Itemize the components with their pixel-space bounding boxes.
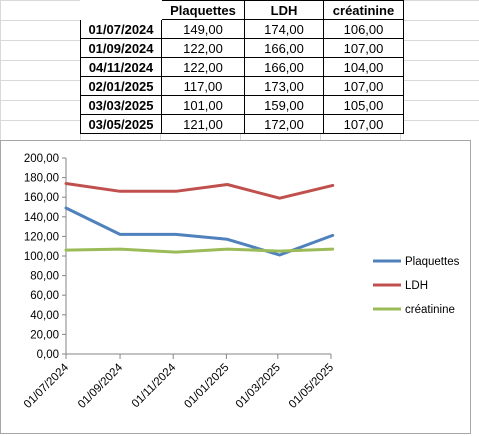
cell-creatinine[interactable]: 107,00 bbox=[323, 114, 404, 134]
cell-plaquettes[interactable]: 149,00 bbox=[161, 19, 245, 39]
x-tick-label: 01/07/2024 bbox=[22, 361, 72, 411]
cell-date[interactable]: 02/01/2025 bbox=[80, 76, 162, 96]
cell-ldh[interactable]: 174,00 bbox=[244, 19, 324, 39]
y-tick-label: 80,00 bbox=[30, 271, 59, 283]
table-row: 01/09/2024 122,00 166,00 107,00 bbox=[80, 38, 404, 58]
cell-creatinine[interactable]: 107,00 bbox=[323, 38, 404, 58]
table-row: 02/01/2025 117,00 173,00 107,00 bbox=[80, 76, 404, 96]
y-tick-label: 60,00 bbox=[30, 290, 59, 302]
x-tick-label: 01/05/2025 bbox=[287, 362, 336, 411]
cell-date[interactable]: 01/07/2024 bbox=[80, 19, 162, 39]
legend-label: LDH bbox=[405, 280, 428, 292]
y-tick-label: 120,00 bbox=[24, 231, 59, 243]
header-plaquettes[interactable]: Plaquettes bbox=[161, 0, 245, 20]
cell-plaquettes[interactable]: 122,00 bbox=[161, 38, 245, 58]
y-tick-label: 0,00 bbox=[37, 349, 59, 361]
cell-date[interactable]: 04/11/2024 bbox=[80, 57, 162, 77]
table-row: 03/03/2025 101,00 159,00 105,00 bbox=[80, 95, 404, 115]
chart-object[interactable]: 0,00 20,00 40,00 60,00 80,00 100,00 120,00 140,… bbox=[0, 140, 471, 434]
cell-plaquettes[interactable]: 122,00 bbox=[161, 57, 245, 77]
cell-date[interactable]: 03/03/2025 bbox=[80, 95, 162, 115]
y-tick-label: 140,00 bbox=[24, 212, 59, 224]
cell-date[interactable]: 03/05/2025 bbox=[80, 114, 162, 134]
cell-creatinine[interactable]: 106,00 bbox=[323, 19, 404, 39]
x-tick-label: 01/01/2025 bbox=[182, 362, 231, 411]
header-blank[interactable] bbox=[80, 0, 162, 20]
data-table: Plaquettes LDH créatinine 01/07/2024 149… bbox=[80, 0, 404, 134]
x-tick-label: 01/03/2025 bbox=[234, 362, 283, 411]
x-tick-label: 01/11/2024 bbox=[130, 361, 179, 410]
y-tick-label: 160,00 bbox=[24, 192, 59, 204]
cell-creatinine[interactable]: 105,00 bbox=[323, 95, 404, 115]
y-tick-label: 180,00 bbox=[24, 173, 59, 185]
cell-date[interactable]: 01/09/2024 bbox=[80, 38, 162, 58]
y-tick-label: 200,00 bbox=[24, 153, 59, 165]
header-ldh[interactable]: LDH bbox=[244, 0, 324, 20]
header-creatinine[interactable]: créatinine bbox=[323, 0, 404, 20]
cell-plaquettes[interactable]: 121,00 bbox=[161, 114, 245, 134]
cell-ldh[interactable]: 173,00 bbox=[244, 76, 324, 96]
y-tick-label: 20,00 bbox=[30, 329, 59, 341]
y-tick-label: 40,00 bbox=[30, 310, 59, 322]
table-row: 03/05/2025 121,00 172,00 107,00 bbox=[80, 114, 404, 134]
cell-ldh[interactable]: 166,00 bbox=[244, 38, 324, 58]
cell-ldh[interactable]: 172,00 bbox=[244, 114, 324, 134]
cell-plaquettes[interactable]: 101,00 bbox=[161, 95, 245, 115]
legend-label: créatinine bbox=[405, 304, 455, 316]
x-tick-label: 01/09/2024 bbox=[76, 361, 126, 411]
table-row: 01/07/2024 149,00 174,00 106,00 bbox=[80, 19, 404, 39]
cell-ldh[interactable]: 159,00 bbox=[244, 95, 324, 115]
cell-ldh[interactable]: 166,00 bbox=[244, 57, 324, 77]
line-chart: 0,00 20,00 40,00 60,00 80,00 100,00 120,00 140,… bbox=[22, 153, 460, 411]
cell-creatinine[interactable]: 107,00 bbox=[323, 76, 404, 96]
cell-creatinine[interactable]: 104,00 bbox=[323, 57, 404, 77]
legend-label: Plaquettes bbox=[405, 256, 460, 268]
y-tick-label: 100,00 bbox=[24, 251, 59, 263]
series-line-cr-atinine bbox=[64, 247, 335, 254]
cell-plaquettes[interactable]: 117,00 bbox=[161, 76, 245, 96]
series-line-ldh bbox=[64, 182, 335, 200]
table-header-row: Plaquettes LDH créatinine bbox=[80, 0, 404, 20]
table-row: 04/11/2024 122,00 166,00 104,00 bbox=[80, 57, 404, 77]
